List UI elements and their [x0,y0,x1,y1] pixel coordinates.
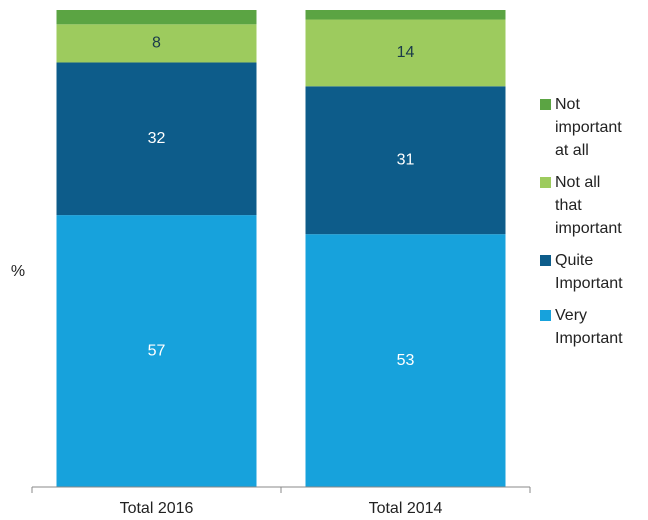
bar-segment [305,10,506,20]
legend-label: Not important at all [555,96,622,159]
bar-segment [56,62,257,216]
data-label: 53 [397,352,415,369]
data-label: 14 [397,44,415,61]
data-label: 8 [152,35,161,52]
legend-swatch [540,177,551,188]
x-tick-label: Total 2016 [120,500,194,517]
x-tick-label: Total 2014 [369,500,443,517]
data-label: 32 [148,130,166,147]
bar-segment [305,234,506,487]
bar-segment [305,19,506,87]
data-label: 31 [397,151,415,168]
legend-swatch [540,310,551,321]
bar-segment [305,86,506,235]
bar-segment [56,10,257,25]
y-axis-label: % [11,263,25,280]
legend-label: Quite Important [555,252,623,292]
legend-swatch [540,99,551,110]
data-label: 57 [148,342,166,359]
legend-swatch [540,255,551,266]
bar-segment [56,24,257,63]
legend-label: Very Important [555,307,623,347]
legend-label: Not all that important [555,174,622,237]
bar-segment [56,215,257,488]
